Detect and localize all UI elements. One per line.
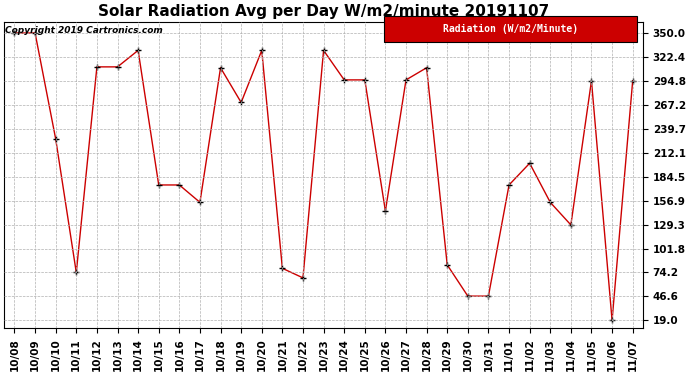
Text: Copyright 2019 Cartronics.com: Copyright 2019 Cartronics.com — [5, 26, 163, 35]
Title: Solar Radiation Avg per Day W/m2/minute 20191107: Solar Radiation Avg per Day W/m2/minute … — [98, 4, 549, 19]
Text: Radiation (W/m2/Minute): Radiation (W/m2/Minute) — [443, 24, 578, 34]
FancyBboxPatch shape — [384, 16, 637, 42]
